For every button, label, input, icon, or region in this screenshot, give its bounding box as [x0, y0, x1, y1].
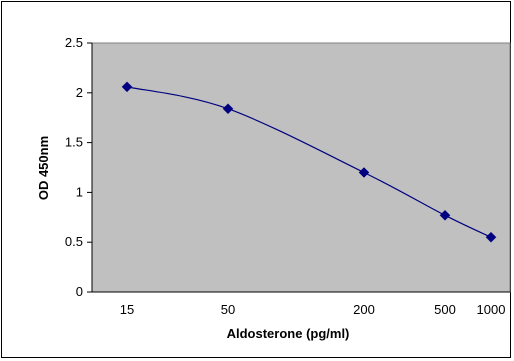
- data-point-marker: [485, 231, 497, 243]
- series-layer: [121, 81, 497, 243]
- y-tick-label: 1.5: [65, 135, 83, 150]
- y-tick-label: 2.5: [65, 35, 83, 50]
- x-tick-label: 15: [120, 302, 134, 317]
- y-tick-label: 0: [76, 284, 83, 299]
- x-tick-label: 500: [434, 302, 456, 317]
- data-point-marker: [358, 167, 370, 178]
- plot-area: [91, 42, 511, 293]
- data-point-marker: [439, 209, 451, 221]
- x-axis-title: Aldosterone (pg/ml): [227, 326, 350, 341]
- series-line: [126, 86, 492, 238]
- data-point-marker: [222, 103, 234, 115]
- y-tick-label: 0.5: [65, 234, 83, 249]
- y-axis-title: OD 450nm: [36, 136, 51, 200]
- y-tick-label: 1: [76, 184, 83, 199]
- data-point-marker: [121, 81, 133, 93]
- x-tick-label: 50: [221, 302, 235, 317]
- x-tick-label: 1000: [477, 302, 506, 317]
- x-axis-ticks: 15 50 200 500 1000: [120, 302, 506, 317]
- y-tick-label: 2: [76, 85, 83, 100]
- y-axis-ticks: 0 0.5 1 1.5 2 2.5: [65, 35, 92, 299]
- x-tick-label: 200: [353, 302, 375, 317]
